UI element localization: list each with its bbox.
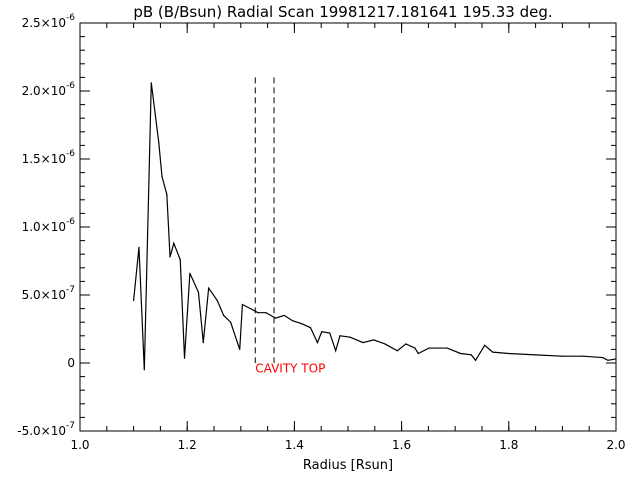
data-point bbox=[241, 303, 244, 306]
y-tick-exponent: -7 bbox=[66, 421, 75, 431]
data-point bbox=[257, 312, 259, 314]
x-tick-label: 1.0 bbox=[70, 438, 89, 452]
plot-area bbox=[133, 82, 617, 371]
data-point bbox=[166, 193, 168, 195]
x-tick-label: 1.6 bbox=[392, 438, 411, 452]
data-point bbox=[300, 322, 302, 325]
data-point bbox=[275, 317, 277, 319]
x-tick-label: 2.0 bbox=[606, 438, 625, 452]
y-tick-label: 2.0×10-6 bbox=[22, 81, 76, 98]
data-point bbox=[216, 299, 218, 302]
data-point bbox=[607, 359, 609, 361]
data-point bbox=[446, 347, 448, 349]
data-point bbox=[138, 246, 140, 248]
data-point bbox=[265, 312, 267, 314]
x-tick-label: 1.4 bbox=[285, 438, 304, 452]
y-axis: -5.0×10-705.0×10-71.0×10-61.5×10-62.0×10… bbox=[17, 13, 616, 438]
data-point bbox=[335, 350, 337, 352]
data-point bbox=[582, 355, 584, 357]
data-point bbox=[470, 354, 472, 356]
data-point bbox=[202, 342, 204, 344]
y-tick-mantissa: 2.0×10 bbox=[22, 84, 66, 98]
data-point bbox=[133, 299, 135, 302]
y-tick-mantissa: 0 bbox=[67, 356, 75, 370]
data-point bbox=[197, 291, 200, 293]
data-point bbox=[249, 308, 252, 310]
y-tick-label: 0 bbox=[67, 356, 75, 370]
x-tick-label: 1.8 bbox=[499, 438, 518, 452]
cavity-top-label: CAVITY TOP bbox=[255, 361, 325, 375]
data-point bbox=[428, 347, 430, 349]
data-point bbox=[396, 350, 398, 352]
data-point bbox=[414, 347, 416, 349]
data-point bbox=[143, 369, 145, 371]
data-point bbox=[349, 336, 351, 338]
data-point bbox=[405, 343, 407, 345]
y-tick-label: 1.5×10-6 bbox=[22, 149, 76, 166]
data-point bbox=[329, 332, 331, 334]
y-tick-mantissa: 2.5×10 bbox=[22, 16, 66, 30]
data-point bbox=[508, 352, 510, 355]
y-tick-exponent: -6 bbox=[66, 81, 75, 91]
series-line bbox=[133, 82, 617, 370]
data-point bbox=[316, 342, 319, 344]
data-point bbox=[417, 352, 419, 355]
data-point bbox=[492, 351, 494, 353]
y-tick-label: 1.0×10-6 bbox=[22, 217, 76, 234]
data-point bbox=[283, 314, 285, 316]
data-point bbox=[561, 355, 564, 357]
data-point bbox=[615, 358, 617, 360]
data-point bbox=[173, 242, 175, 244]
data-point bbox=[535, 354, 537, 356]
data-point bbox=[183, 357, 186, 359]
y-tick-label: -5.0×10-7 bbox=[17, 421, 75, 438]
data-point bbox=[239, 348, 241, 350]
y-tick-exponent: -7 bbox=[66, 285, 75, 295]
data-point bbox=[169, 256, 171, 258]
data-point bbox=[292, 320, 294, 322]
y-tick-exponent: -6 bbox=[66, 217, 75, 227]
plot-frame bbox=[79, 22, 617, 432]
data-point bbox=[230, 321, 232, 323]
x-axis: 1.0 1.2 1.4 1.6 1.8 2.0 bbox=[70, 23, 626, 452]
data-point bbox=[321, 331, 323, 333]
x-axis-label: Radius [Rsun] bbox=[303, 458, 393, 473]
data-point bbox=[161, 176, 163, 178]
y-tick-label: 2.5×10-6 bbox=[22, 13, 76, 30]
data-point bbox=[384, 343, 386, 345]
y-tick-exponent: -6 bbox=[66, 13, 75, 23]
y-tick-mantissa: 5.0×10 bbox=[22, 288, 66, 302]
y-tick-mantissa: -5.0×10 bbox=[17, 424, 66, 438]
data-point bbox=[459, 352, 462, 355]
data-point bbox=[474, 359, 477, 361]
data-point bbox=[602, 356, 604, 359]
y-tick-mantissa: 1.0×10 bbox=[22, 220, 66, 234]
data-point bbox=[339, 335, 341, 337]
data-point bbox=[179, 259, 181, 261]
chart-title: pB (B/Bsun) Radial Scan 19981217.181641 … bbox=[133, 3, 552, 21]
annotations: CAVITY TOP bbox=[255, 361, 325, 375]
y-tick-mantissa: 1.5×10 bbox=[22, 152, 66, 166]
y-tick-exponent: -6 bbox=[66, 149, 75, 159]
y-tick-label: 5.0×10-7 bbox=[22, 285, 75, 302]
data-point bbox=[189, 272, 191, 274]
data-point bbox=[208, 287, 210, 289]
x-tick-label: 1.2 bbox=[178, 438, 197, 452]
data-point bbox=[484, 344, 486, 346]
data-point bbox=[362, 342, 364, 344]
cavity-markers bbox=[254, 77, 275, 363]
data-point bbox=[223, 314, 225, 316]
data-point bbox=[309, 327, 312, 329]
data-point bbox=[150, 82, 152, 84]
data-point bbox=[158, 142, 160, 144]
data-point bbox=[373, 339, 375, 341]
